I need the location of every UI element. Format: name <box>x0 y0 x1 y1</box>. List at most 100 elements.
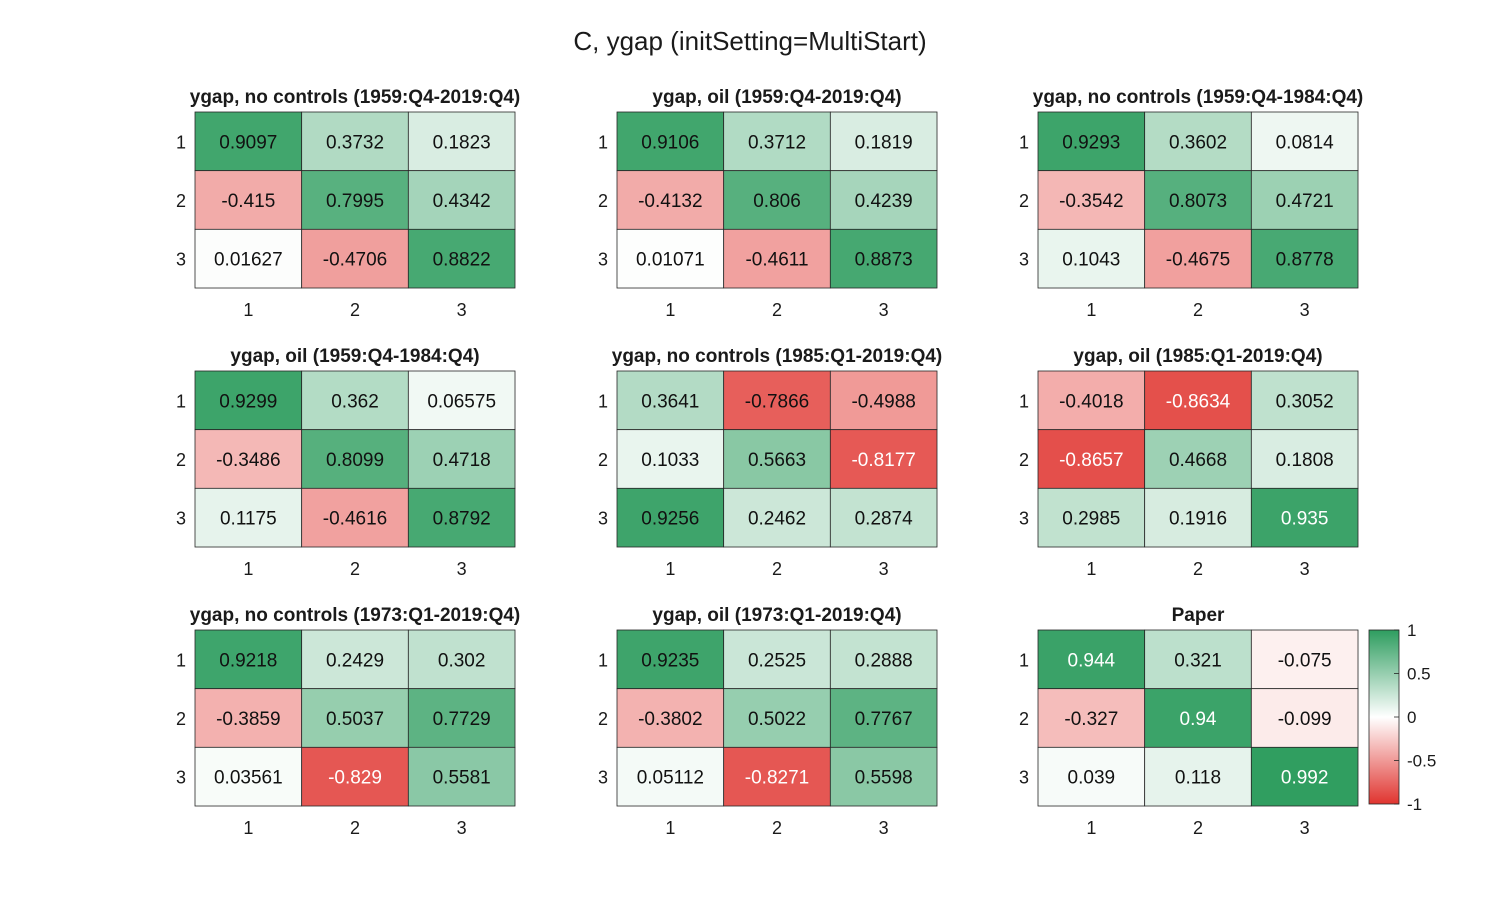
col-tick-label: 3 <box>457 559 467 579</box>
heatmap-cell <box>1250 111 1359 172</box>
heatmap-cell <box>1250 487 1359 548</box>
cell-value-label: 0.2525 <box>748 650 806 671</box>
row-tick-label: 2 <box>176 709 186 729</box>
cell-value-label: 0.5022 <box>748 709 806 730</box>
col-tick-label: 3 <box>1300 818 1310 838</box>
heatmap-cell <box>194 228 303 289</box>
row-tick-label: 1 <box>1019 391 1029 411</box>
heatmap-cell <box>1037 746 1146 807</box>
colorbar: 1 0.5 0 -0.5 -1 <box>1368 621 1436 814</box>
col-tick-label: 3 <box>1300 300 1310 320</box>
row-tick-label: 3 <box>1019 509 1029 529</box>
heatmap-cell <box>301 746 409 807</box>
heatmap-cell <box>829 429 938 489</box>
row-tick-label: 3 <box>598 509 608 529</box>
heatmap-cell <box>1144 629 1252 690</box>
row-tick-label: 1 <box>176 132 186 152</box>
cell-value-label: -0.4675 <box>1166 250 1230 271</box>
col-tick-label: 3 <box>457 818 467 838</box>
heatmap-panel: ygap, no controls (1959:Q4-1984:Q4) 0.929… <box>1019 87 1363 320</box>
row-tick-label: 1 <box>598 132 608 152</box>
col-tick-label: 2 <box>350 818 360 838</box>
cell-value-label: 0.2985 <box>1062 509 1120 530</box>
cell-value-label: 0.0814 <box>1276 132 1335 153</box>
heatmap-cell <box>829 688 938 748</box>
col-tick-label: 3 <box>457 300 467 320</box>
col-tick-label: 2 <box>1193 300 1203 320</box>
cell-value-label: 0.8873 <box>855 250 913 271</box>
panel-title: ygap, oil (1973:Q1-2019:Q4) <box>652 605 901 626</box>
heatmap-panel: ygap, no controls (1959:Q4-2019:Q4) 0.909… <box>176 87 520 320</box>
cell-value-label: 0.4668 <box>1169 450 1227 471</box>
heatmap-cell <box>829 228 938 289</box>
cell-value-label: 0.806 <box>753 191 801 212</box>
heatmap-cell <box>1037 370 1146 431</box>
heatmap-cell <box>1037 688 1146 748</box>
heatmap-cell <box>1037 629 1146 690</box>
cell-value-label: 0.9299 <box>219 391 277 412</box>
heatmap-grid: ygap, no controls (1959:Q4-2019:Q4) 0.909… <box>176 87 1363 838</box>
heatmap-cell <box>407 370 516 431</box>
heatmap-cell <box>1037 228 1146 289</box>
heatmap-cell <box>1037 111 1146 172</box>
cell-value-label: 0.03561 <box>214 768 283 789</box>
cell-value-label: -0.3542 <box>1059 191 1123 212</box>
panel-title: ygap, no controls (1973:Q1-2019:Q4) <box>190 605 521 626</box>
cell-value-label: 0.9097 <box>219 132 277 153</box>
cell-value-label: 0.3712 <box>748 132 806 153</box>
cell-value-label: 0.935 <box>1281 509 1329 530</box>
cell-value-label: 0.4718 <box>433 450 491 471</box>
heatmap-cell <box>1144 170 1252 230</box>
row-tick-label: 3 <box>1019 250 1029 270</box>
cell-value-label: 0.3602 <box>1169 132 1227 153</box>
heatmap-cell <box>723 170 831 230</box>
cell-value-label: 0.8778 <box>1276 250 1334 271</box>
cell-value-label: -0.8634 <box>1166 391 1231 412</box>
heatmap-cell <box>1250 688 1359 748</box>
heatmap-cell <box>1144 429 1252 489</box>
heatmap-cell <box>407 487 516 548</box>
heatmap-cell <box>301 228 409 289</box>
cell-value-label: 0.06575 <box>427 391 496 412</box>
cell-value-label: -0.099 <box>1278 709 1332 730</box>
heatmap-cell <box>194 629 303 690</box>
cell-value-label: 0.8099 <box>326 450 384 471</box>
cell-value-label: 0.8073 <box>1169 191 1227 212</box>
heatmap-cell <box>829 629 938 690</box>
col-tick-label: 1 <box>243 818 253 838</box>
cell-value-label: 0.01071 <box>636 250 705 271</box>
cell-value-label: -0.8657 <box>1059 450 1123 471</box>
heatmap-cell <box>407 746 516 807</box>
row-tick-label: 2 <box>598 709 608 729</box>
cell-value-label: -0.3859 <box>216 709 280 730</box>
cell-value-label: 0.1808 <box>1276 450 1334 471</box>
heatmap-cell <box>616 170 725 230</box>
heatmap-cell <box>407 111 516 172</box>
heatmap-cell <box>616 688 725 748</box>
heatmap-cell <box>194 170 303 230</box>
panel-title: ygap, no controls (1959:Q4-1984:Q4) <box>1033 87 1364 108</box>
heatmap-panel: ygap, oil (1985:Q1-2019:Q4) -0.4018 -0.863… <box>1019 346 1359 579</box>
cell-value-label: 0.039 <box>1068 768 1116 789</box>
cell-value-label: 0.9256 <box>641 509 699 530</box>
heatmap-cell <box>829 487 938 548</box>
heatmap-cell <box>1144 111 1252 172</box>
cell-value-label: -0.3486 <box>216 450 280 471</box>
cell-value-label: 0.9106 <box>641 132 699 153</box>
heatmap-cell <box>194 370 303 431</box>
panel-title: Paper <box>1172 605 1225 626</box>
row-tick-label: 2 <box>1019 191 1029 211</box>
col-tick-label: 2 <box>772 559 782 579</box>
col-tick-label: 1 <box>1086 300 1096 320</box>
heatmap-cell <box>407 629 516 690</box>
col-tick-label: 2 <box>1193 818 1203 838</box>
cell-value-label: 0.5581 <box>433 768 491 789</box>
heatmap-cell <box>616 487 725 548</box>
heatmap-cell <box>1250 228 1359 289</box>
cell-value-label: -0.8271 <box>745 768 809 789</box>
cell-value-label: -0.4611 <box>745 250 808 271</box>
col-tick-label: 3 <box>1300 559 1310 579</box>
col-tick-label: 1 <box>665 818 675 838</box>
heatmap-panel: Paper 0.944 0.321 -0.075 -0.327 0.94 -0.099 0.0… <box>1019 605 1359 838</box>
row-tick-label: 1 <box>1019 132 1029 152</box>
